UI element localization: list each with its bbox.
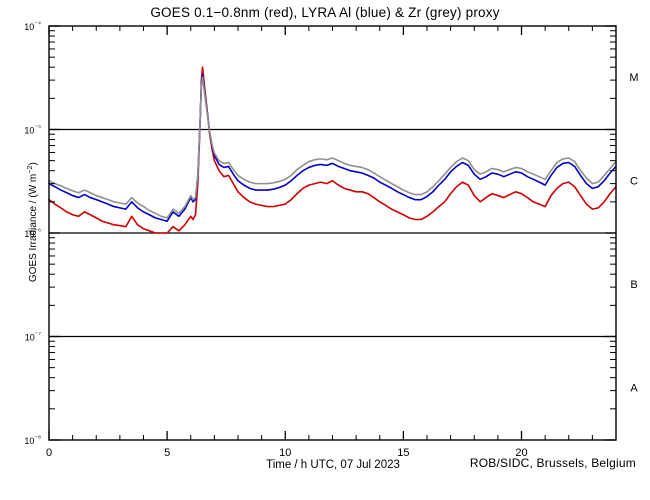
y-tick-label: 10⁻⁶ xyxy=(24,228,41,239)
chart-title: GOES 0.1−0.8nm (red), LYRA Al (blue) & Z… xyxy=(150,5,500,20)
credit-text: ROB/SIDC, Brussels, Belgium xyxy=(469,456,636,470)
y-tick-label: 10⁻⁴ xyxy=(24,21,41,32)
x-tick-label: 20 xyxy=(515,447,527,459)
x-axis-label: Time / h UTC, 07 Jul 2023 xyxy=(266,459,400,471)
series-line-1 xyxy=(48,73,617,223)
y-tick-label: 10⁻⁸ xyxy=(24,435,41,446)
x-tick-label: 0 xyxy=(46,447,52,459)
x-tick-label: 5 xyxy=(164,447,170,459)
x-tick-label: 15 xyxy=(397,447,409,459)
flare-class-label-M: M xyxy=(629,72,638,84)
flare-class-label-B: B xyxy=(630,279,637,291)
flare-class-label-C: C xyxy=(630,176,638,188)
y-tick-label: 10⁻⁷ xyxy=(25,332,42,343)
series-line-2 xyxy=(48,76,617,219)
y-tick-label: 10⁻⁵ xyxy=(24,125,41,136)
series-line-0 xyxy=(48,66,617,234)
flare-class-label-A: A xyxy=(630,383,638,395)
x-tick-label: 10 xyxy=(279,447,291,459)
